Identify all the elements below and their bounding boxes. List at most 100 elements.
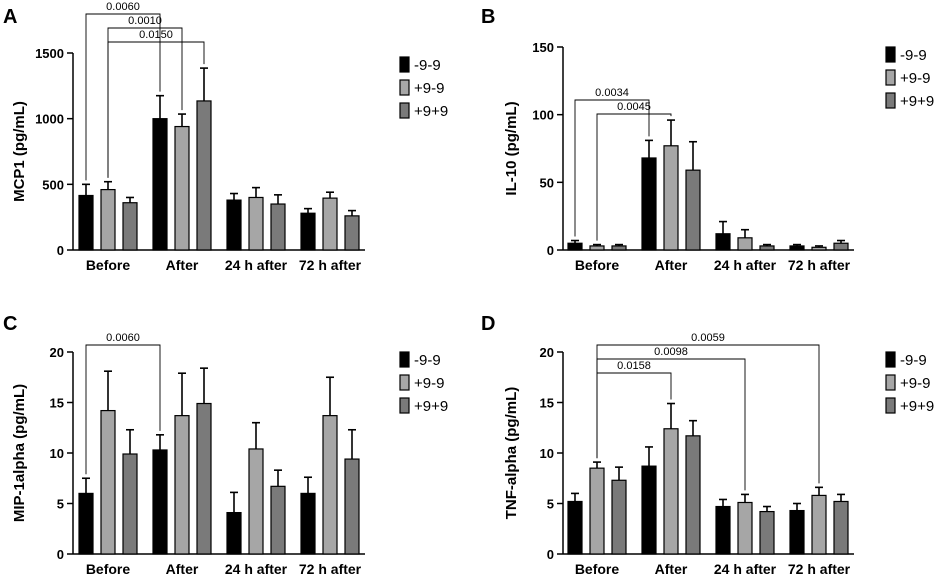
y-tick-label: 0 [57, 547, 64, 562]
bar [737, 237, 753, 251]
bar [196, 100, 212, 251]
legend-label: +9+9 [900, 398, 934, 415]
y-tick-label: 1500 [35, 46, 64, 61]
category-label: Before [575, 561, 620, 577]
significance-bracket [596, 113, 672, 241]
legend-label: +9-9 [900, 375, 930, 392]
p-value-label: 0.0060 [106, 1, 140, 13]
bar [122, 453, 138, 555]
y-tick-label: 0 [547, 547, 554, 562]
panel-a: A MCP1 (pg/mL) 0 500 1000 1500 Before After 24 h… [3, 1, 448, 273]
y-tick-label: 10 [540, 446, 554, 461]
bar [641, 465, 657, 555]
bar [715, 233, 731, 251]
legend-swatch [399, 79, 410, 96]
y-tick-label: 5 [57, 497, 64, 512]
p-value-label: 0.0098 [654, 346, 688, 358]
bar [78, 492, 94, 555]
bar [811, 246, 827, 251]
bar [833, 500, 849, 555]
p-value-label: 0.0045 [617, 101, 651, 113]
y-tick-label: 1000 [35, 112, 64, 127]
category-label: Before [86, 561, 131, 577]
bar [833, 242, 849, 251]
p-value-label: 0.0150 [139, 29, 173, 41]
bar [300, 212, 316, 251]
y-tick-label: 0 [57, 243, 64, 258]
category-label: Before [575, 257, 620, 273]
category-label: After [166, 257, 199, 273]
y-axis-label: MCP1 (pg/mL) [11, 101, 28, 202]
p-value-label: 0.0060 [106, 332, 140, 344]
legend-label: -9-9 [900, 47, 927, 64]
bar [589, 467, 605, 555]
y-axis-label: IL-10 (pg/mL) [503, 101, 520, 195]
bar [248, 196, 264, 251]
significance-bracket [107, 27, 183, 178]
category-label: 72 h after [299, 561, 362, 577]
legend-swatch [885, 397, 896, 414]
panel-d: D TNF-alpha (pg/mL) 0 5 10 15 20 Before After 24 … [481, 313, 934, 577]
bar [300, 492, 316, 555]
y-tick-label: 20 [50, 345, 64, 360]
p-value-label: 0.0059 [691, 332, 725, 344]
bar [715, 505, 731, 555]
y-tick-label: 15 [540, 396, 554, 411]
category-label: 72 h after [788, 257, 851, 273]
legend-swatch [885, 69, 896, 86]
y-axis-label: TNF-alpha (pg/mL) [503, 387, 520, 519]
legend-swatch [399, 56, 410, 73]
legend-label: +9+9 [414, 103, 448, 120]
category-label: 72 h after [299, 257, 362, 273]
bar [567, 242, 583, 251]
y-tick-label: 150 [532, 40, 554, 55]
y-axis-label: MIP-1alpha (pg/mL) [11, 384, 28, 522]
legend-label: +9+9 [414, 398, 448, 415]
bar [226, 199, 242, 251]
bar [322, 197, 338, 251]
panel-b: B IL-10 (pg/mL) 0 50 100 150 Before After 24 h a… [481, 6, 934, 273]
y-tick-label: 100 [532, 108, 554, 123]
significance-bracket [107, 41, 205, 178]
bar [567, 500, 583, 555]
legend-swatch [399, 397, 410, 414]
bar [685, 169, 701, 251]
bar [789, 245, 805, 251]
category-label: 72 h after [788, 561, 851, 577]
panel-letter: A [3, 6, 17, 28]
p-value-label: 0.0158 [617, 360, 651, 372]
bar [152, 449, 168, 555]
y-tick-label: 0 [547, 243, 554, 258]
bar [100, 409, 116, 555]
y-tick-label: 15 [50, 396, 64, 411]
legend-label: +9-9 [414, 375, 444, 392]
p-value-label: 0.0034 [595, 87, 629, 99]
legend-label: -9-9 [414, 352, 441, 369]
y-tick-label: 10 [50, 446, 64, 461]
y-tick-label: 20 [540, 345, 554, 360]
category-label: 24 h after [225, 561, 288, 577]
category-label: After [655, 257, 688, 273]
p-value-label: 0.0010 [128, 15, 162, 27]
category-label: 24 h after [714, 561, 777, 577]
category-label: 24 h after [714, 257, 777, 273]
significance-bracket [85, 13, 161, 181]
legend-swatch [399, 102, 410, 119]
bar [611, 245, 627, 251]
panel-letter: C [3, 313, 17, 335]
bar [100, 188, 116, 251]
legend-swatch [399, 351, 410, 368]
legend-swatch [885, 92, 896, 109]
category-label: After [166, 561, 199, 577]
category-label: Before [86, 257, 131, 273]
legend-swatch [399, 374, 410, 391]
bar [737, 501, 753, 555]
bar [78, 194, 94, 251]
legend-label: +9+9 [900, 93, 934, 110]
legend-label: +9-9 [414, 80, 444, 97]
bar [685, 435, 701, 555]
bar [174, 125, 190, 251]
bar [226, 511, 242, 555]
bar [174, 415, 190, 555]
legend-label: -9-9 [900, 352, 927, 369]
